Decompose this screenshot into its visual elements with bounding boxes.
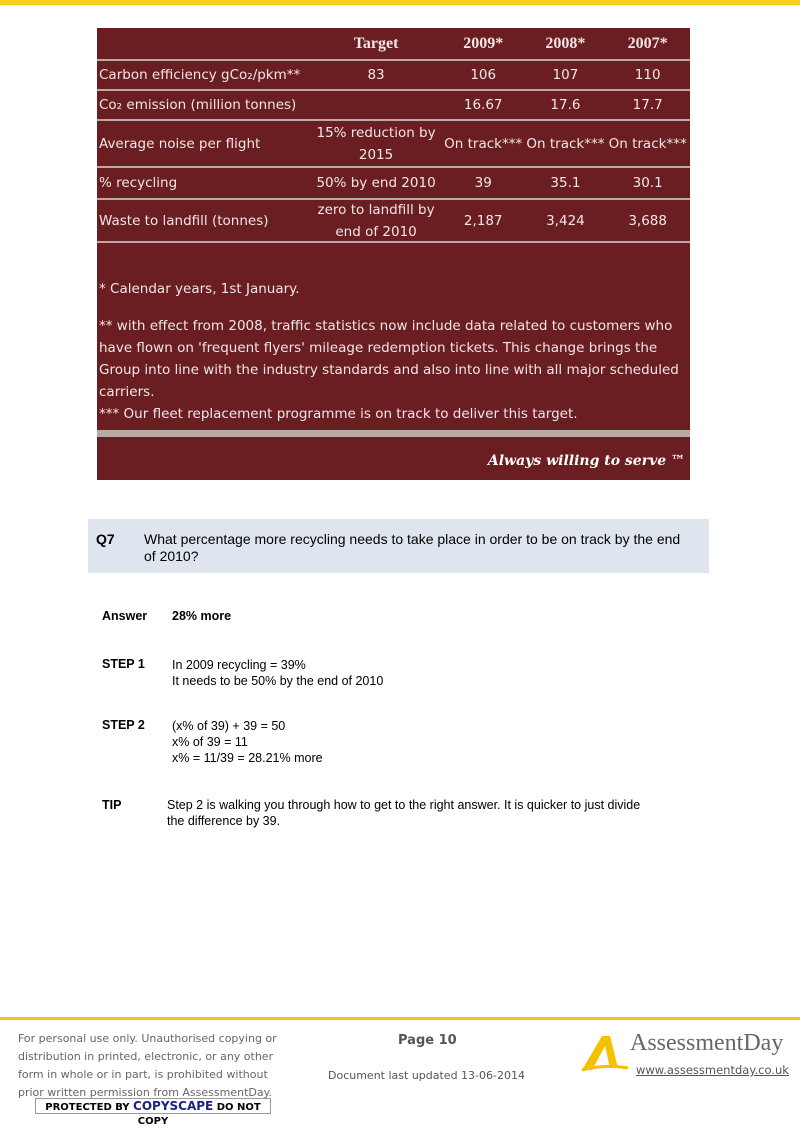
- top-border: [0, 0, 800, 5]
- cell: 16.67: [463, 97, 503, 113]
- cell: 39: [474, 175, 492, 191]
- page-number: Page 10: [398, 1033, 457, 1048]
- step2-text: (x% of 39) + 39 = 50 x% of 39 = 11 x% = …: [172, 718, 323, 766]
- cell: 3,424: [546, 212, 585, 229]
- answer-value: 28% more: [172, 609, 232, 623]
- step1-text: In 2009 recycling = 39% It needs to be 5…: [172, 657, 383, 689]
- header-2009: 2009*: [463, 34, 504, 52]
- cell: 35.1: [550, 175, 581, 191]
- disclaimer-line: distribution in printed, electronic, or …: [18, 1050, 274, 1063]
- copyscape-text: DO NOT COPY: [137, 1102, 261, 1127]
- question-number: Q7: [96, 531, 115, 547]
- step2-label: STEP 2: [102, 718, 145, 732]
- question-text: What percentage more recycling needs to …: [144, 531, 681, 564]
- question-box: Q7 What percentage more recycling needs …: [88, 519, 709, 573]
- footer-border: [0, 1017, 800, 1020]
- header-target: Target: [353, 34, 399, 52]
- cell: On track***: [444, 135, 523, 152]
- tip-label: TIP: [102, 798, 122, 812]
- table-row: % recycling 50% by end 2010 39 35.1 30.1: [97, 168, 690, 200]
- copyscape-text: PROTECTED BY: [45, 1102, 130, 1113]
- assessmentday-logo-icon: [581, 1036, 629, 1072]
- slogan: Always willing to serve ™: [487, 453, 685, 469]
- cell: 50% by end 2010: [316, 175, 436, 191]
- footnote: * Calendar years, 1st January.: [99, 281, 300, 297]
- table-row: Co₂ emission (million tonnes) 16.67 17.6 17…: [97, 91, 690, 121]
- copyscape-brand: COPYSCAPE: [133, 1099, 214, 1113]
- table-row: Average noise per flight 15% reduction by…: [97, 121, 690, 168]
- emissions-table: Target 2009* 2008* 2007* Carbon efficien…: [97, 28, 690, 480]
- cell: 106: [470, 67, 497, 83]
- cell: Waste to landfill (tonnes): [99, 212, 269, 229]
- cell: 30.1: [632, 175, 663, 191]
- table-footnotes: * Calendar years, 1st January. ** with e…: [99, 278, 684, 425]
- table-header: Target 2009* 2008* 2007*: [97, 28, 690, 61]
- cell: 17.6: [550, 97, 581, 113]
- cell: 2,187: [463, 212, 503, 229]
- copyscape-badge[interactable]: PROTECTED BY COPYSCAPE DO NOT COPY: [35, 1098, 271, 1127]
- cell: On track***: [608, 135, 687, 152]
- answer-label: Answer: [102, 609, 148, 623]
- cell: % recycling: [99, 175, 178, 191]
- last-updated: Document last updated 13-06-2014: [328, 1069, 525, 1082]
- table-row: Waste to landfill (tonnes) zero to landfi…: [97, 200, 690, 243]
- cell: 17.7: [632, 97, 663, 113]
- cell: 110: [634, 67, 661, 83]
- step-line: x% of 39 = 11: [172, 735, 248, 749]
- step1-label: STEP 1: [102, 657, 145, 671]
- website-link[interactable]: www.assessmentday.co.uk: [636, 1063, 789, 1077]
- cell: On track***: [526, 135, 605, 152]
- footnote: *** Our fleet replacement programme is o…: [99, 406, 578, 422]
- header-2007: 2007*: [627, 34, 668, 52]
- disclaimer-line: For personal use only. Unauthorised copy…: [18, 1032, 277, 1045]
- step-line: In 2009 recycling = 39%: [172, 658, 306, 672]
- cell: zero to landfill by end of 2010: [317, 201, 435, 240]
- disclaimer-line: prior written permission from Assessment…: [18, 1086, 273, 1099]
- disclaimer: For personal use only. Unauthorised copy…: [18, 1030, 277, 1102]
- cell: Co₂ emission (million tonnes): [99, 97, 297, 113]
- footnote: ** with effect from 2008, traffic statis…: [99, 318, 679, 400]
- step-line: x% = 11/39 = 28.21% more: [172, 751, 323, 765]
- disclaimer-line: form in whole or in part, is prohibited …: [18, 1068, 268, 1081]
- cell: 3,688: [628, 212, 667, 229]
- step-line: It needs to be 50% by the end of 2010: [172, 674, 384, 688]
- header-2008: 2008*: [545, 34, 586, 52]
- table-row: Carbon efficiency gCo₂/pkm** 83 106 107 110: [97, 61, 690, 91]
- cell: 83: [367, 67, 385, 83]
- brand-name: AssessmentDay: [630, 1030, 784, 1056]
- tip-text: Step 2 is walking you through how to get…: [167, 798, 641, 828]
- cell: 107: [552, 67, 579, 83]
- divider: [97, 430, 690, 437]
- cell: Carbon efficiency gCo₂/pkm**: [99, 67, 301, 83]
- step-line: (x% of 39) + 39 = 50: [172, 719, 286, 733]
- cell: Average noise per flight: [99, 135, 261, 152]
- cell: 15% reduction by 2015: [316, 124, 436, 163]
